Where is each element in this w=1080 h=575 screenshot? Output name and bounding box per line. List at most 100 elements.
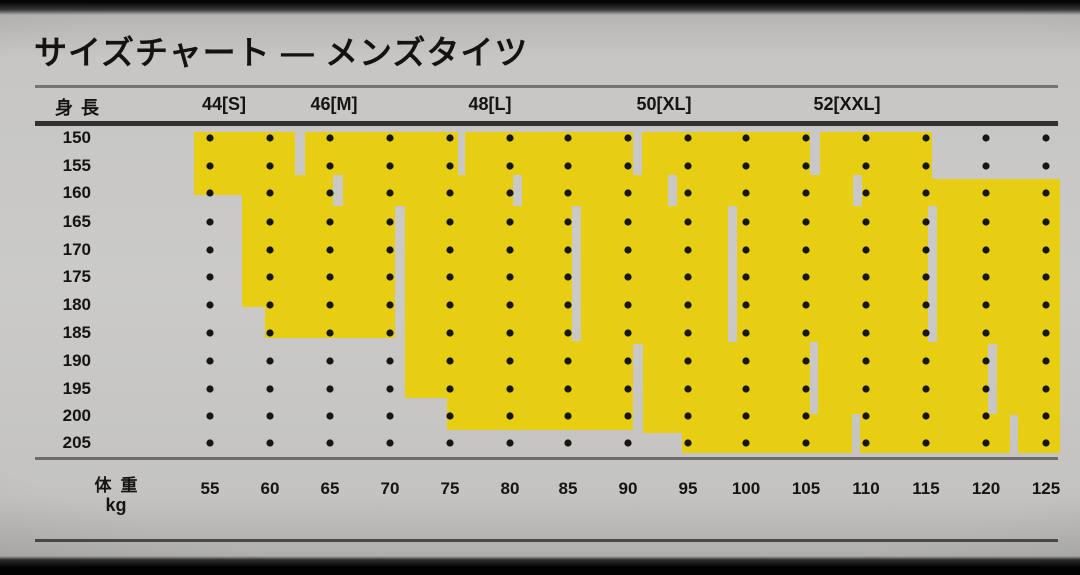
grid-dot [206, 162, 214, 170]
grid-dot [624, 162, 632, 170]
height-tick-label: 175 [62, 267, 91, 286]
grid-dot [506, 189, 514, 197]
grid-dot [922, 412, 930, 420]
grid-dot [386, 301, 394, 309]
weight-tick-label: 125 [1031, 479, 1061, 498]
grid-dot [802, 439, 810, 447]
height-tick-label: 150 [62, 128, 91, 147]
grid-dot [684, 357, 692, 365]
grid-dot [684, 189, 692, 197]
bottom-rule [35, 539, 1058, 542]
grid-dot [684, 162, 692, 170]
grid-dot [862, 189, 870, 197]
grid-dot [742, 301, 750, 309]
grid-dot [446, 218, 454, 226]
grid-dot [1042, 162, 1050, 170]
grid-dot [266, 246, 274, 254]
grid-dot [446, 246, 454, 254]
size-column-label-50XL: 50[XL] [636, 94, 692, 114]
height-tick-label: 205 [62, 433, 91, 452]
grid-dot [266, 218, 274, 226]
grid-dot [266, 357, 274, 365]
grid-dot [922, 439, 930, 447]
height-tick-label: 170 [62, 240, 91, 259]
grid-dot [1042, 218, 1050, 226]
grid-dot [266, 189, 274, 197]
header-bottom-rule [35, 121, 1058, 126]
grid-dot [982, 385, 990, 393]
grid-dot [684, 301, 692, 309]
grid-dot [206, 134, 214, 142]
grid-dot [266, 134, 274, 142]
grid-dot [862, 329, 870, 337]
grid-dot [506, 162, 514, 170]
grid-dot [684, 246, 692, 254]
grid-dot [802, 162, 810, 170]
grid-dot [802, 301, 810, 309]
grid-dot [862, 134, 870, 142]
height-tick-label: 200 [62, 406, 91, 425]
grid-dot [386, 357, 394, 365]
size-region-52XXL [820, 132, 1060, 453]
grid-dot [206, 189, 214, 197]
grid-dot [802, 329, 810, 337]
grid-dot [506, 218, 514, 226]
grid-dot [1042, 329, 1050, 337]
grid-dot [506, 357, 514, 365]
grid-dot [982, 329, 990, 337]
grid-dot [922, 162, 930, 170]
grid-dot [386, 162, 394, 170]
grid-dot [802, 385, 810, 393]
grid-dot [564, 439, 572, 447]
grid-dot [564, 246, 572, 254]
bottom-dark-bar [0, 556, 1080, 575]
size-column-label-44S: 44[S] [201, 94, 246, 114]
grid-dot [506, 329, 514, 337]
grid-dot [684, 385, 692, 393]
grid-dot [684, 412, 692, 420]
weight-tick-label: 120 [971, 479, 1001, 498]
grid-dot [326, 189, 334, 197]
grid-dot [206, 273, 214, 281]
grid-dot [446, 357, 454, 365]
weight-axis-unit: kg [105, 495, 127, 515]
grid-dot [982, 301, 990, 309]
grid-dot [1042, 301, 1050, 309]
grid-dot [446, 189, 454, 197]
grid-dot [506, 301, 514, 309]
grid-dot [922, 189, 930, 197]
weight-tick-label: 100 [731, 479, 761, 498]
grid-dot [446, 385, 454, 393]
grid-dot [982, 439, 990, 447]
header-top-rule [35, 85, 1058, 88]
weight-axis-rule [35, 457, 1058, 460]
grid-dot [742, 329, 750, 337]
grid-dot [506, 134, 514, 142]
grid-dot [802, 189, 810, 197]
grid-dot [1042, 412, 1050, 420]
grid-dot [742, 412, 750, 420]
grid-dot [266, 412, 274, 420]
grid-dot [802, 412, 810, 420]
weight-tick-label: 80 [500, 479, 520, 498]
grid-dot [564, 329, 572, 337]
grid-dot [982, 412, 990, 420]
grid-dot [206, 357, 214, 365]
grid-dot [624, 189, 632, 197]
grid-dot [564, 385, 572, 393]
grid-dot [564, 301, 572, 309]
grid-dot [1042, 439, 1050, 447]
grid-dot [684, 134, 692, 142]
grid-dot [564, 412, 572, 420]
height-tick-label: 190 [62, 351, 91, 370]
page-title: サイズチャート — メンズタイツ [34, 34, 529, 71]
height-tick-label: 185 [62, 323, 91, 342]
grid-dot [624, 439, 632, 447]
grid-dot [982, 189, 990, 197]
grid-dot [742, 246, 750, 254]
height-tick-label: 160 [62, 183, 91, 202]
grid-dot [742, 385, 750, 393]
weight-tick-label: 105 [791, 479, 821, 498]
grid-dot [1042, 246, 1050, 254]
height-tick-label: 165 [62, 212, 91, 231]
